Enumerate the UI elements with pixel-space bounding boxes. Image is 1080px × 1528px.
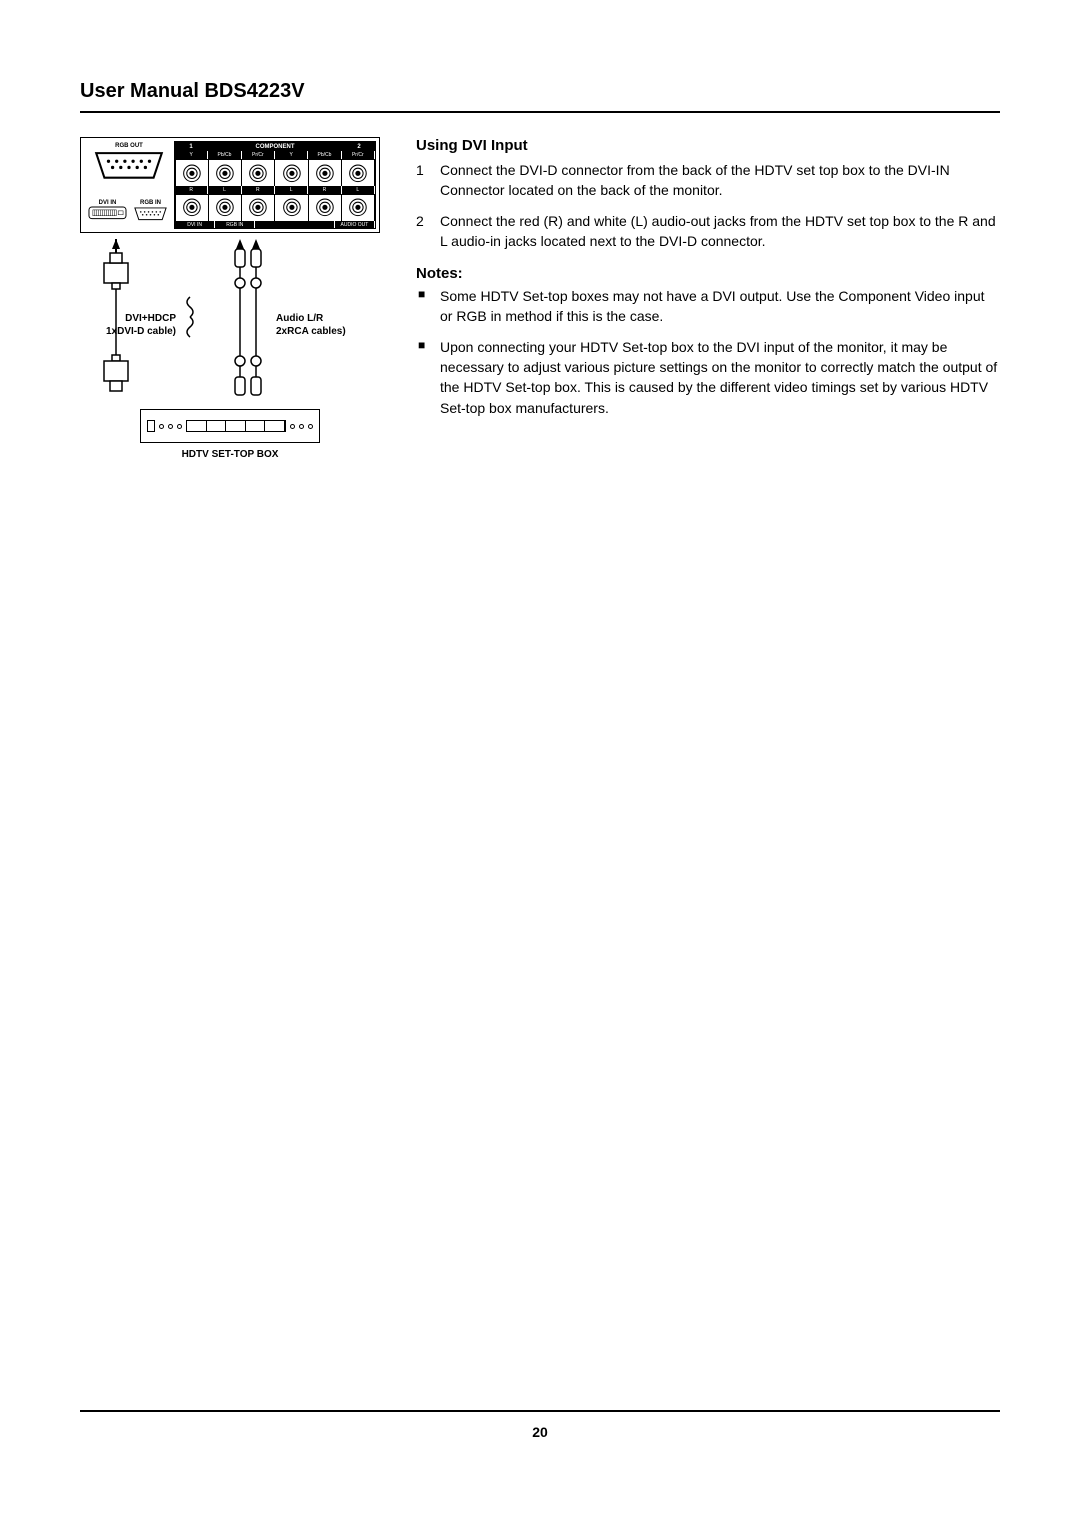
- notes-list: Some HDTV Set-top boxes may not have a D…: [416, 286, 1000, 418]
- jack-row-1: [175, 159, 375, 186]
- page-header: User Manual BDS4223V: [80, 80, 1000, 113]
- page: User Manual BDS4223V RGB OUT DVI IN: [80, 80, 1000, 1440]
- dvi-port-icon: [88, 206, 127, 220]
- component-lbl-main: COMPONENT: [207, 142, 343, 151]
- manual-title: User Manual BDS4223V: [80, 80, 1000, 103]
- steps-list: Connect the DVI-D connector from the bac…: [416, 160, 1000, 251]
- dvi-cable-label: DVI+HDCP 1xDVI-D cable): [80, 313, 176, 338]
- text-column: Using DVI Input Connect the DVI-D connec…: [416, 137, 1000, 460]
- note-item: Some HDTV Set-top boxes may not have a D…: [416, 286, 1000, 327]
- panel-left-ports: RGB OUT DVI IN RGB IN: [84, 141, 174, 229]
- panel-right-jacks: 1 COMPONENT 2 Y Pb/Cb Pr/Cr Y Pb/Cb Pr/C…: [174, 141, 376, 229]
- page-footer: 20: [80, 1410, 1000, 1440]
- note-item: Upon connecting your HDTV Set-top box to…: [416, 337, 1000, 418]
- audio-cable-label: Audio L/R 2xRCA cables): [276, 313, 346, 338]
- page-number: 20: [532, 1424, 548, 1440]
- component-lbl-1: 1: [175, 142, 207, 151]
- content-columns: RGB OUT DVI IN RGB IN: [80, 137, 1000, 460]
- bottom-strips: DVI IN RGB IN AUDIO OUT: [175, 221, 375, 228]
- component-lbl-2: 2: [343, 142, 375, 151]
- step-item: Connect the DVI-D connector from the bac…: [416, 160, 1000, 201]
- vga-port-icon: [88, 149, 170, 182]
- jack-row-2: [175, 194, 375, 221]
- figure-column: RGB OUT DVI IN RGB IN: [80, 137, 380, 460]
- vga-port-icon: [131, 206, 170, 222]
- connector-panel: RGB OUT DVI IN RGB IN: [80, 137, 380, 233]
- hdtv-caption: HDTV SET-TOP BOX: [80, 449, 380, 460]
- step-item: Connect the red (R) and white (L) audio-…: [416, 211, 1000, 252]
- section-title: Using DVI Input: [416, 137, 1000, 154]
- cable-area: DVI+HDCP 1xDVI-D cable) Audio L/R 2xRCA …: [80, 239, 380, 409]
- notes-title: Notes:: [416, 265, 1000, 282]
- hdtv-settop-box-icon: [140, 409, 320, 443]
